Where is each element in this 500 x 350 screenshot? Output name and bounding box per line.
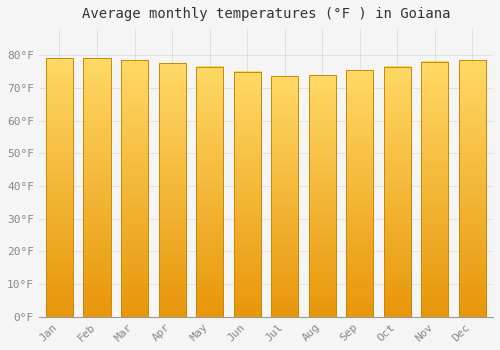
Bar [422,62,448,317]
Bar [271,76,298,317]
Bar [158,63,186,317]
Bar [346,70,374,317]
Title: Average monthly temperatures (°F ) in Goiana: Average monthly temperatures (°F ) in Go… [82,7,450,21]
Bar [84,58,110,317]
Bar [384,66,411,317]
Bar [308,75,336,317]
Bar [196,66,223,317]
Bar [459,60,486,317]
Bar [234,71,260,317]
Bar [121,60,148,317]
Bar [46,58,73,317]
